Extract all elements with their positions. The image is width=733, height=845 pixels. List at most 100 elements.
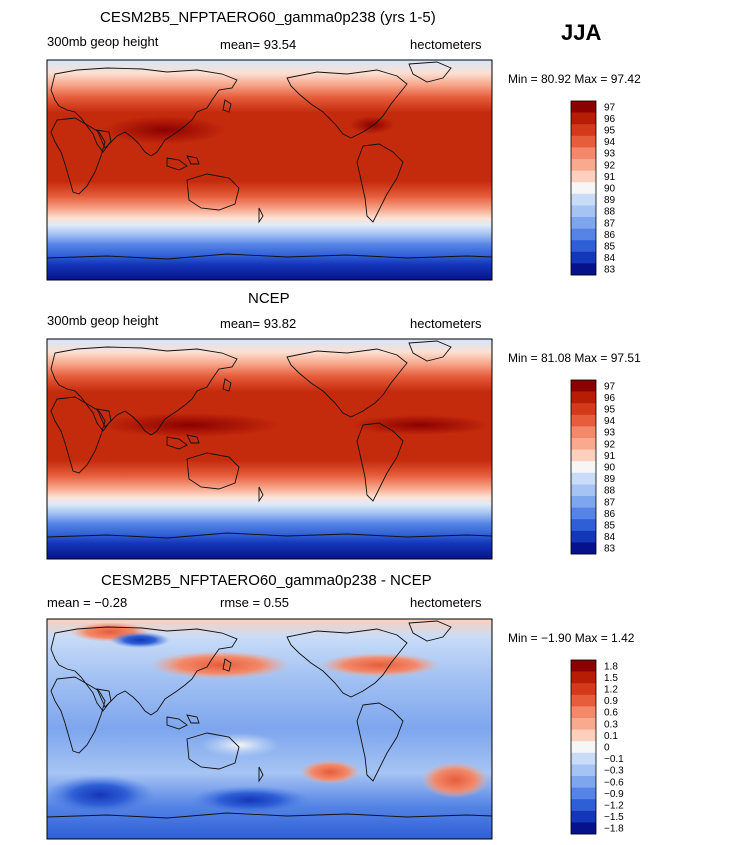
colorbar-swatch [571,694,596,707]
colorbar-label: 87 [604,497,616,508]
colorbar-label: 83 [604,265,616,276]
panel2-frame [46,338,493,560]
colorbar-label: 92 [604,160,616,171]
colorbar-swatch [571,810,596,823]
colorbar-label: 0.6 [604,708,618,719]
panel1-max-region-asia [105,116,225,144]
colorbar-swatch [571,752,596,765]
colorbar-label: 85 [604,521,616,532]
colorbar-label: 89 [604,474,616,485]
colorbar-label: 1.5 [604,673,618,684]
colorbar-swatch [571,461,596,474]
panel2-minmax: Min = 81.08 Max = 97.51 [508,351,641,365]
colorbar-swatch [571,414,596,427]
panel2-field [47,339,492,559]
colorbar-label: −0.9 [604,789,624,800]
colorbar-swatch [571,159,596,171]
colorbar-swatch [571,228,596,241]
colorbars: 9796959493929190898887868584839796959493… [570,100,624,835]
colorbar-label: −0.3 [604,766,624,777]
season-label: JJA [561,20,602,45]
colorbar-swatch [571,380,596,392]
colorbar-label: 1.2 [604,685,618,696]
colorbar-label: 88 [604,207,616,218]
colorbar-label: 90 [604,184,616,195]
colorbar-label: 0 [604,743,610,754]
colorbar-label: −1.8 [604,824,624,835]
colorbar-label: 1.8 [604,661,618,672]
colorbar-swatch [571,135,596,148]
colorbar-label: −0.6 [604,777,624,788]
colorbar-swatch [571,741,596,754]
colorbar-swatch [571,542,596,555]
colorbar-swatch [571,240,596,253]
colorbar-swatch [571,660,596,672]
panel1-map [46,59,493,281]
panel1-max-region-america [350,116,394,134]
panel1-title: CESM2B5_NFPTAERO60_gamma0p238 (yrs 1-5) [100,9,436,26]
panel3-near-zero-region [200,733,280,757]
colorbar-swatch [571,193,596,206]
colorbar-swatch [571,822,596,835]
panel3-mean-label: mean = −0.28 [47,595,128,610]
colorbar-swatch [571,217,596,229]
colorbar-swatch [571,391,596,404]
panel2-map [46,338,493,560]
colorbar-swatch [571,706,596,719]
panel1-variable-label: 300mb geop height [47,34,159,49]
colorbar-label: 85 [604,242,616,253]
colorbar-swatch [571,519,596,532]
colorbar-label: 84 [604,532,616,543]
colorbar-swatch [571,776,596,788]
colorbar-label: −0.1 [604,754,624,765]
panel1-field [47,60,492,280]
colorbar-swatch [571,426,596,439]
colorbar-label: 95 [604,126,616,137]
panel3-positive-south-atlantic [421,762,489,798]
panel2-variable-label: 300mb geop height [47,313,159,328]
colorbar-swatch [571,496,596,508]
colorbar-label: 92 [604,439,616,450]
colorbar-label: 87 [604,218,616,229]
panel2-mean-label: mean= 93.82 [220,316,297,331]
colorbar-swatch [571,251,596,264]
colorbar-label: 96 [604,114,616,125]
colorbar-swatch [571,530,596,543]
panel2-max-region-asia [100,413,280,437]
panel3-frame [46,618,493,840]
panel3-positive-south-pacific [300,760,360,784]
colorbar-label: 83 [604,544,616,555]
panel1-mean-label: mean= 93.54 [220,37,297,52]
colorbar-swatch [571,718,596,730]
colorbar-frame [570,100,597,276]
colorbar-label: 93 [604,428,616,439]
panel3-negative-north [110,632,170,648]
colorbar-swatch [571,729,596,742]
colorbar-swatch [571,683,596,696]
colorbar-swatch [571,484,596,497]
colorbar-label: 0.9 [604,696,618,707]
colorbar-label: 0.1 [604,731,618,742]
panel1-frame [46,59,493,281]
colorbar-frame [570,379,597,555]
colorbar-label: 94 [604,416,616,427]
panel3-colorbar: 1.81.51.20.90.60.30.10−0.1−0.3−0.6−0.9−1… [570,659,624,835]
colorbar-swatch [571,787,596,800]
panel1-minmax: Min = 80.92 Max = 97.42 [508,72,641,86]
colorbar-label: 86 [604,509,616,520]
colorbar-swatch [571,101,596,113]
colorbar-swatch [571,124,596,137]
colorbar-label: 95 [604,405,616,416]
colorbar-label: 91 [604,451,616,462]
panel1-units-label: hectometers [410,37,482,52]
panel3-negative-south-pacific [190,786,310,814]
panel3-units-label: hectometers [410,595,482,610]
colorbar-label: 90 [604,463,616,474]
colorbar-swatch [571,403,596,416]
colorbar-frame [570,659,597,835]
colorbar-label: 97 [604,381,616,392]
colorbar-swatch [571,205,596,218]
